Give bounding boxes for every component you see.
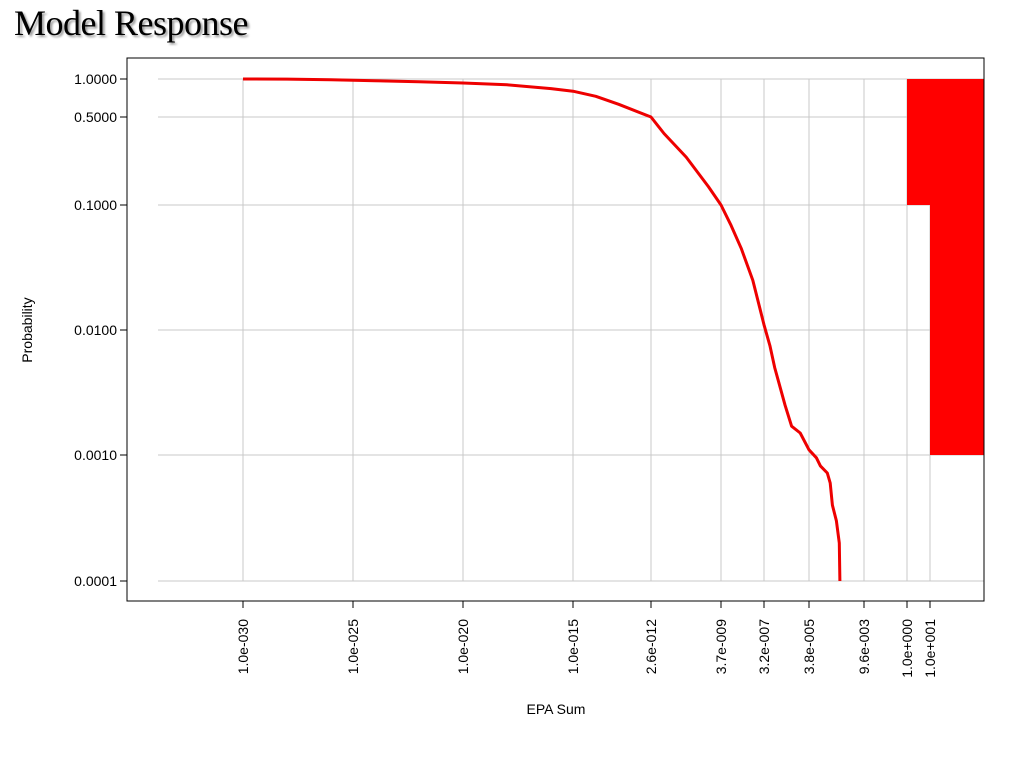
x-tick-label: 1.0e-020 <box>455 619 471 674</box>
y-axis-label: Probability <box>19 297 35 362</box>
series-layer <box>242 77 842 582</box>
y-tick-label: 0.0010 <box>74 447 117 463</box>
y-tick-label: 0.0100 <box>74 322 117 338</box>
x-tick-label: 9.6e-003 <box>856 619 872 674</box>
y-tick-label: 1.0000 <box>74 71 117 87</box>
x-tick-label: 1.0e+000 <box>899 619 915 678</box>
y-axis-ticks: 1.0000 0.5000 0.1000 0.0100 0.0010 0.0001 <box>74 71 127 589</box>
x-tick-label: 3.2e-007 <box>756 619 772 674</box>
x-tick-label: 3.8e-005 <box>801 619 817 674</box>
x-tick-label: 1.0e-025 <box>345 619 361 674</box>
y-tick-label: 0.1000 <box>74 197 117 213</box>
x-tick-label: 3.7e-009 <box>713 619 729 674</box>
y-tick-label: 0.5000 <box>74 109 117 125</box>
x-axis-ticks: 1.0e-030 1.0e-025 1.0e-020 1.0e-015 2.6e-012… <box>235 601 938 678</box>
x-tick-label: 1.0e+001 <box>922 619 938 678</box>
grid-lines <box>158 78 984 582</box>
filled-region <box>930 205 984 455</box>
filled-region <box>907 79 984 205</box>
x-tick-label: 1.0e-030 <box>235 619 251 674</box>
x-axis-label: EPA Sum <box>527 701 586 717</box>
x-tick-label: 1.0e-015 <box>565 619 581 674</box>
series-line <box>242 77 842 582</box>
filled-regions <box>907 79 984 455</box>
y-tick-label: 0.0001 <box>74 573 117 589</box>
page-title: Model Response <box>14 3 248 43</box>
x-tick-label: 2.6e-012 <box>643 619 659 674</box>
